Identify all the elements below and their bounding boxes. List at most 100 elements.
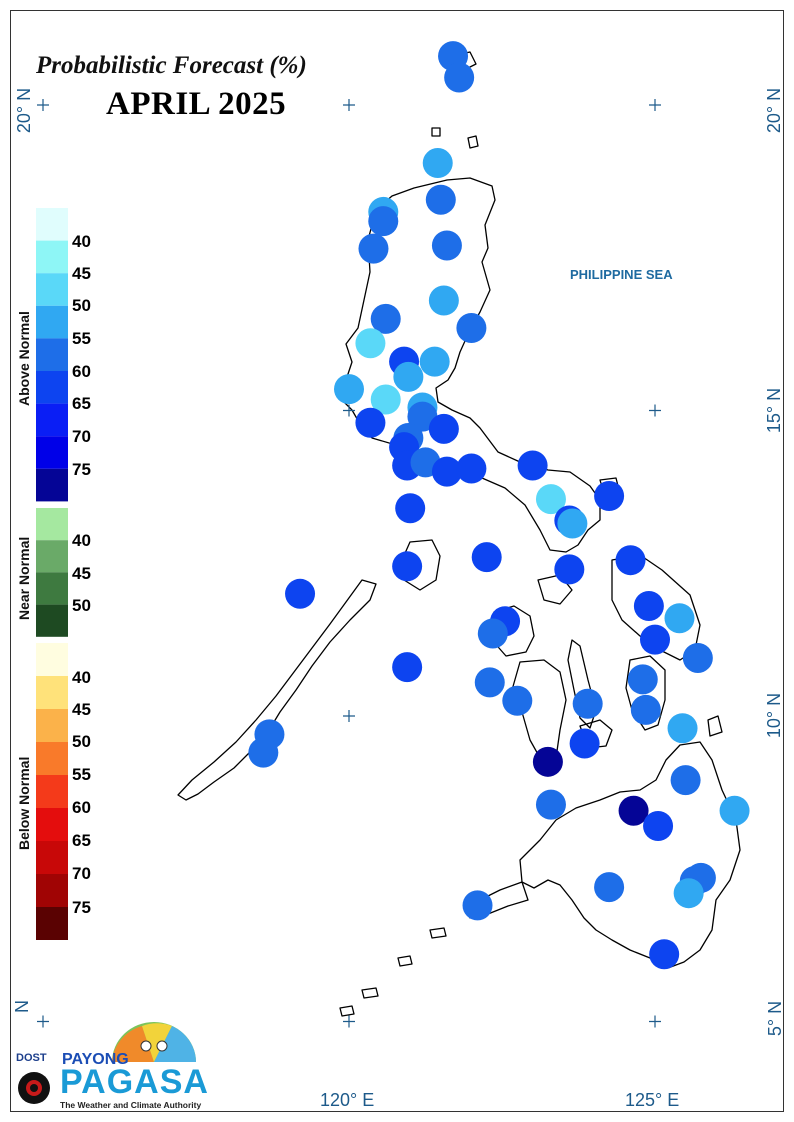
grid-cross [343, 1015, 355, 1028]
dost-label: DOST [16, 1052, 47, 1064]
station-marker [627, 664, 658, 695]
lon-label-120: 120° E [320, 1090, 375, 1110]
legend-swatch [36, 305, 68, 339]
legend-below-label: 50 [72, 732, 91, 751]
station-marker [670, 765, 701, 796]
lat-label-15-right: 15° N [764, 387, 785, 434]
station-marker [471, 542, 502, 573]
legend-above-label: 70 [72, 427, 91, 446]
station-marker [355, 407, 386, 438]
philippines-coastline [177, 51, 741, 1017]
legend-swatch [36, 371, 68, 404]
legend-below-label: 60 [72, 798, 91, 817]
legend-near-label: 45 [72, 564, 91, 583]
station-marker [456, 313, 487, 344]
station-marker [477, 618, 508, 649]
legend-swatch [36, 808, 68, 841]
station-marker [370, 303, 401, 334]
station-marker [682, 642, 713, 673]
lat-label-5-left: N [12, 1000, 32, 1013]
station-marker [615, 545, 646, 576]
station-marker [285, 578, 316, 609]
legend-above-title: Above Normal [16, 311, 32, 406]
station-marker [572, 688, 603, 719]
legend-swatch [36, 604, 68, 637]
map-frame [10, 10, 784, 1112]
legend-near-label: 50 [72, 596, 91, 615]
legend-swatch [36, 338, 68, 371]
legend-below-title: Below Normal [16, 756, 32, 850]
grid-cross [649, 1015, 661, 1028]
station-marker [358, 233, 389, 264]
legend-below-label: 40 [72, 668, 91, 687]
legend-swatch [36, 742, 68, 775]
legend-below-label: 55 [72, 765, 91, 784]
legend-above-label: 55 [72, 329, 91, 348]
station-marker [370, 384, 401, 415]
legend-swatch [36, 572, 68, 605]
station-marker [594, 481, 625, 512]
station-marker [532, 746, 563, 777]
sea-label: PHILIPPINE SEA [570, 267, 673, 282]
grid-cross [343, 99, 355, 111]
lon-label-125: 125° E [625, 1090, 680, 1110]
station-marker [248, 737, 279, 768]
station-marker [368, 206, 399, 237]
legend-below-label: 70 [72, 864, 91, 883]
grid-cross [343, 404, 355, 417]
station-marker [664, 603, 695, 634]
grid-cross [343, 710, 355, 722]
station-marker [428, 285, 459, 316]
station-marker [618, 795, 649, 826]
legend-above-label: 65 [72, 394, 91, 413]
station-marker [456, 453, 487, 484]
umbrella-logo-icon [18, 1022, 196, 1104]
station-marker [673, 878, 704, 909]
station-marker [535, 789, 566, 820]
station-marker [431, 230, 462, 261]
lat-label-20-right: 20° N [764, 87, 785, 134]
legend-swatches [36, 208, 68, 940]
legend-near-label: 40 [72, 531, 91, 550]
pagasa-logo: DOST PAYONG PAGASA The Weather and Clima… [12, 1018, 208, 1110]
station-marker [633, 591, 664, 622]
payong-label: PAYONG [62, 1051, 129, 1068]
station-marker [425, 184, 456, 215]
station-marker [640, 624, 670, 655]
station-marker [474, 667, 505, 698]
station-marker [502, 685, 533, 716]
legend-swatch [36, 208, 68, 241]
station-marker [643, 810, 674, 841]
legend-near-title: Near Normal [16, 536, 32, 620]
grid-cross [649, 99, 661, 111]
legend-below-label: 45 [72, 700, 91, 719]
station-marker [395, 493, 426, 524]
station-marker [462, 890, 493, 921]
station-marker [557, 508, 588, 539]
station-marker [554, 554, 585, 585]
station-marker [334, 374, 364, 405]
grid-cross [37, 99, 49, 111]
legend-swatch [36, 508, 68, 541]
pagasa-label: PAGASA [60, 1063, 209, 1101]
station-marker [667, 713, 698, 744]
legend-above-label: 75 [72, 460, 91, 479]
station-marker [594, 872, 625, 903]
legend-swatch [36, 403, 68, 437]
map-title: Probabilistic Forecast (%) [36, 52, 307, 79]
legend-swatch [36, 676, 68, 709]
station-marker [649, 939, 680, 970]
legend-above-label: 50 [72, 296, 91, 315]
legend-swatch [36, 874, 68, 907]
lat-label-10-right: 10° N [764, 692, 785, 739]
station-marker [392, 551, 423, 582]
legend-swatch [36, 436, 68, 469]
legend-swatch [36, 240, 68, 274]
station-marker [392, 652, 423, 683]
grid-cross [37, 1015, 49, 1028]
legend-swatch [36, 841, 68, 874]
station-marker [535, 484, 566, 515]
grid-cross [649, 404, 661, 417]
station-marker [630, 694, 661, 725]
station-marker [444, 62, 475, 93]
